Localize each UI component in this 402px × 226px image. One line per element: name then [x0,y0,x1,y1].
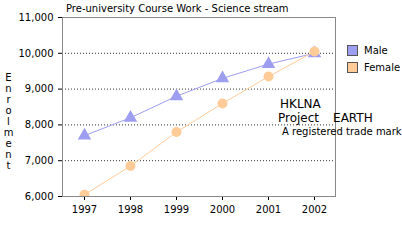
html-text:EARTH: EARTH [333,111,373,125]
html-text:Male: Male [364,45,388,56]
svg-text:2001: 2001 [256,204,281,215]
svg-text:9,000: 9,000 [25,83,54,94]
svg-text:1998: 1998 [118,204,143,215]
svg-text:10,000: 10,000 [19,48,54,59]
svg-text:1997: 1997 [72,204,97,215]
html-text:Enrolment: Enrolment [3,72,14,171]
html-text:Pre-university Course Work - S: Pre-university Course Work - Science str… [66,3,289,14]
html-text:Project: Project [278,111,320,125]
svg-text:6,000: 6,000 [25,191,54,202]
html-text:A registered trade mark: A registered trade mark [282,126,402,137]
svg-text:7,000: 7,000 [25,155,54,166]
svg-text:2002: 2002 [302,204,327,215]
svg-text:1999: 1999 [164,204,189,215]
html-text:Female: Female [364,62,401,73]
html-text:HKLNA: HKLNA [280,97,321,111]
svg-text:2000: 2000 [210,204,235,215]
svg-text:8,000: 8,000 [25,119,54,130]
svg-text:11,000: 11,000 [19,12,54,23]
